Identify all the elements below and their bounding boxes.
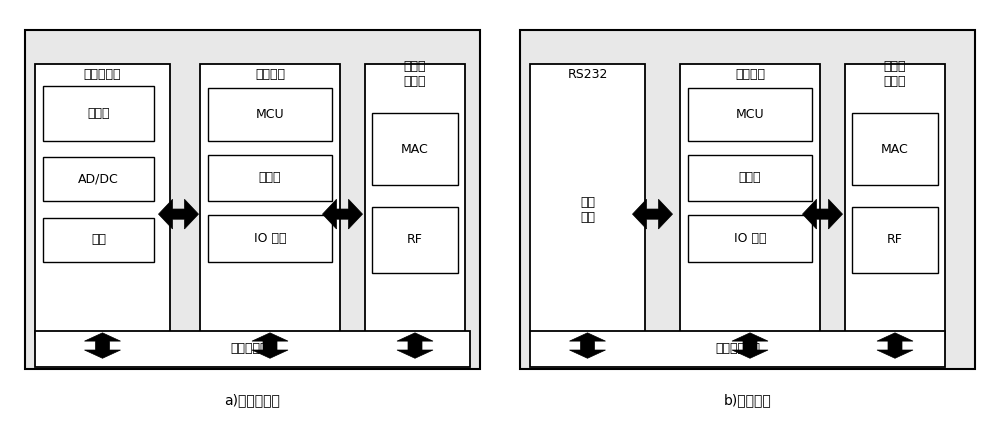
Bar (372, 207, 458, 273)
Text: 电能供应模块: 电能供应模块 (230, 342, 275, 355)
Polygon shape (802, 199, 842, 229)
Bar (852, 207, 938, 273)
Text: 无线通
信模块: 无线通 信模块 (884, 60, 906, 88)
Text: AD/DC: AD/DC (78, 173, 119, 186)
Bar (25, 30, 480, 369)
Bar (35, 331, 470, 367)
Text: IO 接口: IO 接口 (254, 232, 286, 245)
Bar (530, 64, 645, 339)
Text: 无线通
信模块: 无线通 信模块 (404, 60, 426, 88)
Text: MCU: MCU (256, 108, 284, 121)
Text: MAC: MAC (401, 142, 429, 156)
Polygon shape (570, 333, 606, 358)
Text: 核心模块: 核心模块 (255, 68, 285, 81)
Bar (365, 64, 465, 339)
Text: MAC: MAC (881, 142, 909, 156)
Text: 存储器: 存储器 (739, 171, 761, 184)
Bar (520, 30, 975, 369)
Bar (43, 86, 154, 141)
Bar (688, 89, 812, 141)
Text: 传感器: 传感器 (87, 107, 110, 120)
Polygon shape (252, 333, 288, 358)
Bar (43, 218, 154, 262)
Bar (680, 64, 820, 339)
Polygon shape (84, 333, 120, 358)
Text: MCU: MCU (736, 108, 764, 121)
Bar (688, 215, 812, 262)
Polygon shape (322, 199, 363, 229)
Bar (200, 64, 340, 339)
Bar (208, 89, 332, 141)
Text: RF: RF (887, 234, 903, 246)
Text: 调试
接口: 调试 接口 (580, 195, 595, 224)
Bar (35, 64, 170, 339)
Polygon shape (158, 199, 198, 229)
Bar (208, 154, 332, 201)
Text: b)汇聚节点: b)汇聚节点 (724, 393, 771, 408)
Text: 存储器: 存储器 (259, 171, 281, 184)
Polygon shape (877, 333, 913, 358)
Text: RF: RF (407, 234, 423, 246)
Bar (688, 154, 812, 201)
Polygon shape (397, 333, 433, 358)
Text: 处理: 处理 (91, 234, 106, 246)
Polygon shape (633, 199, 672, 229)
Text: 核心模块: 核心模块 (735, 68, 765, 81)
Bar (372, 113, 458, 185)
Text: a)传感器节点: a)传感器节点 (225, 393, 280, 408)
Text: 电能供应模块: 电能供应模块 (715, 342, 760, 355)
Bar (208, 215, 332, 262)
Text: RS232: RS232 (567, 68, 608, 81)
Bar (530, 331, 945, 367)
Text: IO 接口: IO 接口 (734, 232, 766, 245)
Polygon shape (732, 333, 768, 358)
Bar (43, 157, 154, 201)
Bar (845, 64, 945, 339)
Bar (852, 113, 938, 185)
Text: 传感器模块: 传感器模块 (84, 68, 121, 81)
